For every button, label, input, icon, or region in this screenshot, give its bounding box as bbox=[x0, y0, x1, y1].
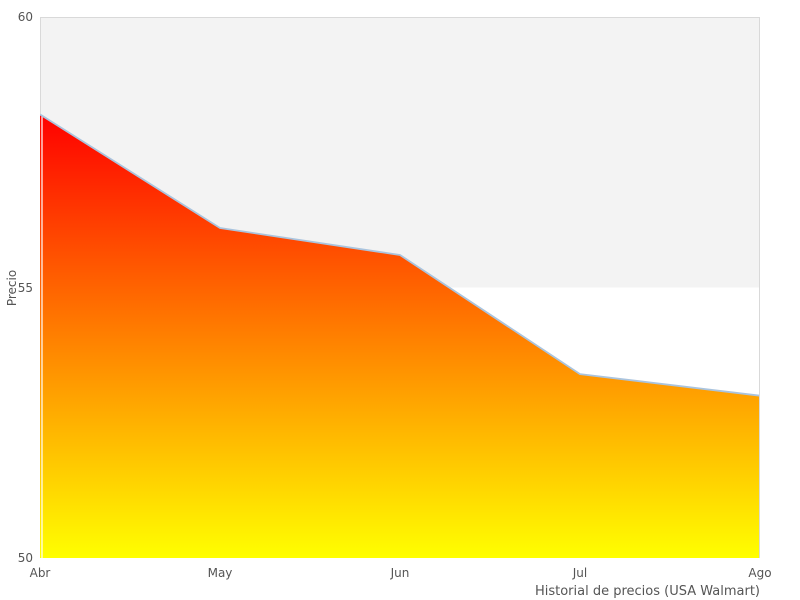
area-chart-canvas bbox=[40, 17, 760, 558]
x-tick-label: Ago bbox=[748, 566, 772, 580]
x-tick-label: Jun bbox=[390, 566, 410, 580]
y-tick-label: 55 bbox=[17, 281, 33, 295]
price-line bbox=[40, 113, 760, 397]
plot-area bbox=[40, 17, 760, 558]
x-tick-label: Abr bbox=[29, 566, 51, 580]
price-area-fill bbox=[40, 114, 760, 558]
y-tick-label: 60 bbox=[17, 10, 33, 24]
y-tick-label: 50 bbox=[17, 551, 33, 565]
x-tick-label: Jul bbox=[572, 566, 588, 580]
x-tick-label: May bbox=[207, 566, 233, 580]
y-axis-label: Precio bbox=[5, 269, 19, 307]
x-axis-title: Historial de precios (USA Walmart) bbox=[534, 584, 760, 599]
